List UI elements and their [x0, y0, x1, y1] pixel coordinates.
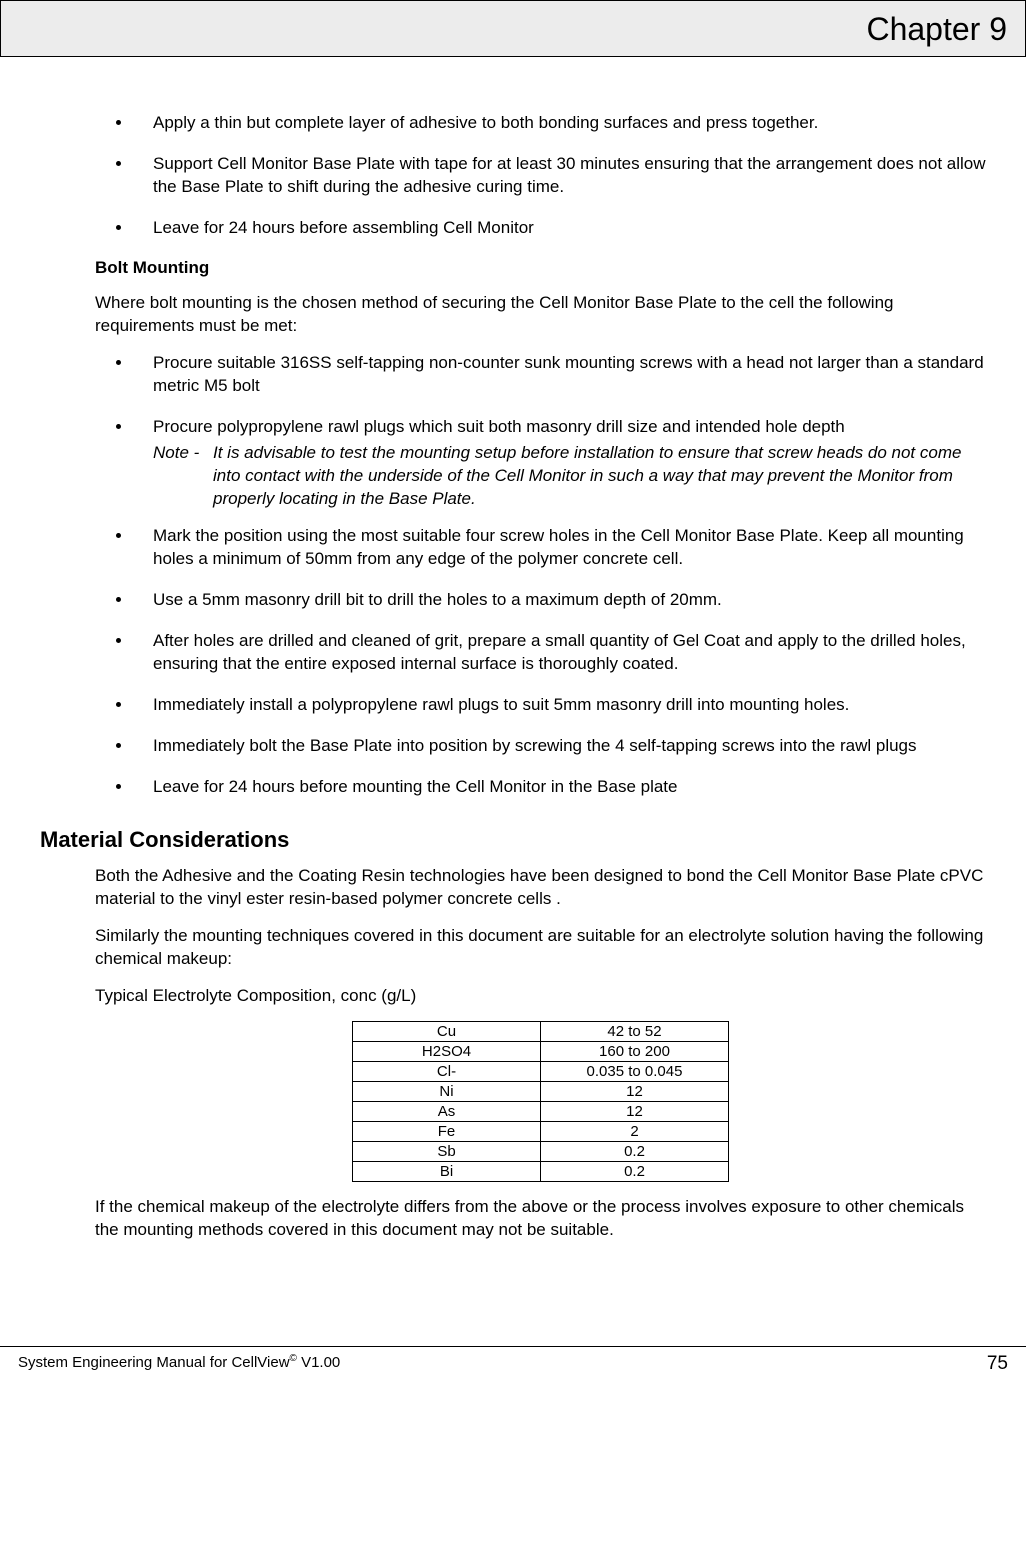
- list-item: Procure polypropylene rawl plugs which s…: [133, 416, 986, 512]
- table-cell: 42 to 52: [541, 1022, 729, 1042]
- footer-left: System Engineering Manual for CellView© …: [18, 1353, 340, 1375]
- list-item: Support Cell Monitor Base Plate with tap…: [133, 153, 986, 199]
- material-paragraph-2: Similarly the mounting techniques covere…: [95, 925, 986, 971]
- footer-version: V1.00: [297, 1354, 340, 1371]
- table-cell: 2: [541, 1122, 729, 1142]
- table-cell: Cu: [353, 1022, 541, 1042]
- list-item: Leave for 24 hours before mounting the C…: [133, 776, 986, 799]
- table-row: Bi0.2: [353, 1162, 729, 1182]
- copyright-symbol: ©: [290, 1353, 297, 1364]
- table-cell: 0.035 to 0.045: [541, 1062, 729, 1082]
- bolt-intro-paragraph: Where bolt mounting is the chosen method…: [95, 292, 986, 338]
- table-cell: As: [353, 1102, 541, 1122]
- table-row: Sb0.2: [353, 1142, 729, 1162]
- page-footer: System Engineering Manual for CellView© …: [0, 1346, 1026, 1385]
- table-row: Fe2: [353, 1122, 729, 1142]
- table-row: Cu42 to 52: [353, 1022, 729, 1042]
- table-row: Cl-0.035 to 0.045: [353, 1062, 729, 1082]
- material-paragraph-3: If the chemical makeup of the electrolyt…: [95, 1196, 986, 1242]
- list-item: Mark the position using the most suitabl…: [133, 525, 986, 571]
- table-cell: 0.2: [541, 1162, 729, 1182]
- list-item-text: Procure polypropylene rawl plugs which s…: [153, 416, 986, 439]
- table-row: As12: [353, 1102, 729, 1122]
- chapter-title: Chapter 9: [866, 11, 1007, 47]
- table-cell: Fe: [353, 1122, 541, 1142]
- table-cell: 12: [541, 1082, 729, 1102]
- table-cell: Bi: [353, 1162, 541, 1182]
- note-text: It is advisable to test the mounting set…: [213, 442, 986, 511]
- bolt-mounting-heading: Bolt Mounting: [95, 258, 986, 278]
- list-item: Procure suitable 316SS self-tapping non-…: [133, 352, 986, 398]
- list-item: Leave for 24 hours before assembling Cel…: [133, 217, 986, 240]
- table-cell: Sb: [353, 1142, 541, 1162]
- composition-table-title: Typical Electrolyte Composition, conc (g…: [95, 985, 986, 1008]
- chapter-header: Chapter 9: [0, 0, 1026, 57]
- note-block: Note - It is advisable to test the mount…: [153, 442, 986, 511]
- list-item: Use a 5mm masonry drill bit to drill the…: [133, 589, 986, 612]
- list-item: After holes are drilled and cleaned of g…: [133, 630, 986, 676]
- footer-manual-title: System Engineering Manual for CellView: [18, 1354, 290, 1371]
- table-cell: 160 to 200: [541, 1042, 729, 1062]
- page-number: 75: [987, 1353, 1008, 1375]
- table-cell: Ni: [353, 1082, 541, 1102]
- note-label: Note -: [153, 442, 213, 511]
- table-cell: 12: [541, 1102, 729, 1122]
- table-row: Ni12: [353, 1082, 729, 1102]
- list-item: Immediately bolt the Base Plate into pos…: [133, 735, 986, 758]
- adhesive-steps-list: Apply a thin but complete layer of adhes…: [95, 112, 986, 240]
- table-cell: 0.2: [541, 1142, 729, 1162]
- bolt-steps-list-a: Procure suitable 316SS self-tapping non-…: [95, 352, 986, 799]
- list-item: Apply a thin but complete layer of adhes…: [133, 112, 986, 135]
- list-item: Immediately install a polypropylene rawl…: [133, 694, 986, 717]
- table-row: H2SO4160 to 200: [353, 1042, 729, 1062]
- table-cell: Cl-: [353, 1062, 541, 1082]
- material-paragraph-1: Both the Adhesive and the Coating Resin …: [95, 865, 986, 911]
- table-cell: H2SO4: [353, 1042, 541, 1062]
- composition-table: Cu42 to 52 H2SO4160 to 200 Cl-0.035 to 0…: [352, 1021, 729, 1182]
- material-considerations-heading: Material Considerations: [40, 827, 986, 853]
